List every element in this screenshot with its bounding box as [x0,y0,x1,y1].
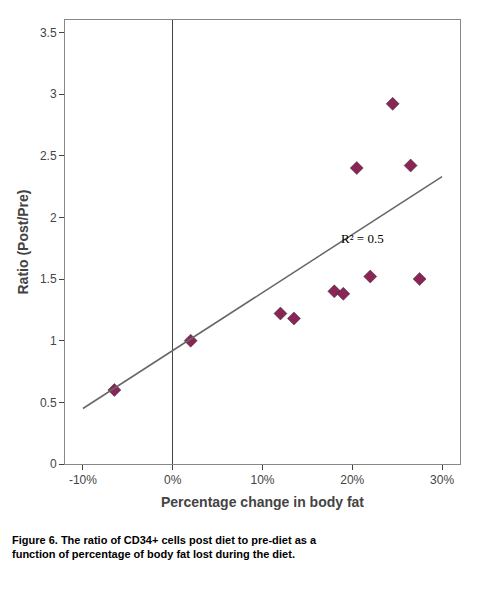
svg-text:-10%: -10% [69,473,97,487]
svg-text:1.5: 1.5 [40,272,57,286]
svg-text:Figure 6. The ratio of CD34+ c: Figure 6. The ratio of CD34+ cells post … [12,534,317,560]
svg-text:Ratio (Post/Pre): Ratio (Post/Pre) [15,189,31,294]
svg-text:1: 1 [50,334,57,348]
svg-text:2.5: 2.5 [40,149,57,163]
svg-text:0: 0 [50,457,57,471]
svg-text:30%: 30% [430,473,454,487]
svg-text:Percentage change in body fat: Percentage change in body fat [161,494,364,510]
svg-text:R² = 0.5: R² = 0.5 [341,231,384,246]
svg-text:0%: 0% [164,473,182,487]
svg-text:3: 3 [50,87,57,101]
svg-text:20%: 20% [340,473,364,487]
svg-text:3.5: 3.5 [40,26,57,40]
svg-text:10%: 10% [250,473,274,487]
svg-text:0.5: 0.5 [40,396,57,410]
svg-text:2: 2 [50,211,57,225]
